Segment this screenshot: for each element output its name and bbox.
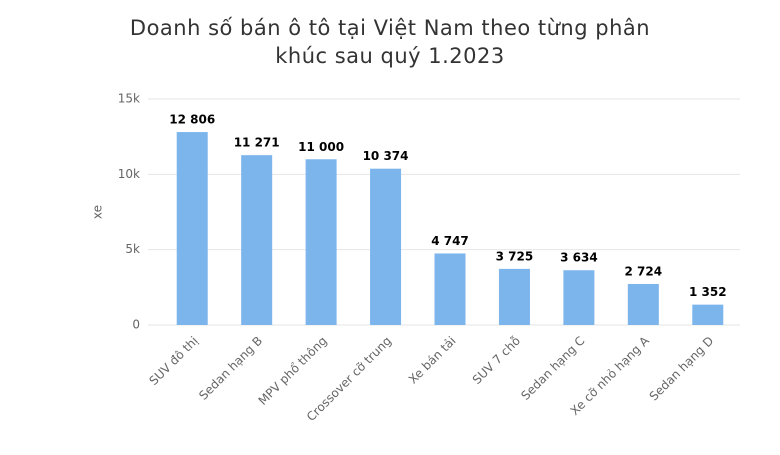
- x-tick-label: MPV phổ thông: [256, 334, 330, 408]
- value-label: 2 724: [625, 264, 663, 278]
- y-tick-label: 5k: [125, 242, 140, 256]
- x-tick-label: Xe bán tải: [406, 334, 459, 387]
- value-label: 12 806: [169, 113, 215, 127]
- y-tick-label: 15k: [118, 92, 140, 106]
- chart-title: Doanh số bán ô tô tại Việt Nam theo từng…: [129, 16, 651, 68]
- value-label: 4 747: [431, 234, 469, 248]
- bar: [563, 270, 595, 325]
- value-label: 3 634: [560, 251, 598, 265]
- x-tick-label: SUV 7 chỗ: [470, 334, 523, 387]
- value-label: 11 000: [298, 140, 344, 154]
- x-tick-label: Sedan hạng D: [647, 334, 717, 404]
- y-tick-label: 10k: [118, 167, 140, 181]
- bar: [305, 159, 337, 325]
- bar: [498, 268, 530, 325]
- x-tick-label: Sedan hạng B: [196, 334, 265, 403]
- value-label: 11 271: [234, 136, 280, 150]
- value-label: 10 374: [363, 149, 409, 163]
- bar: [692, 304, 724, 325]
- value-label: 3 725: [496, 249, 534, 263]
- bar: [241, 155, 273, 325]
- bar: [176, 132, 208, 325]
- value-label: 1 352: [689, 285, 727, 299]
- y-axis-label: xe: [91, 205, 105, 219]
- y-tick-label: 0: [132, 318, 140, 332]
- x-tick-label: Sedan hạng C: [518, 334, 587, 403]
- bar: [434, 253, 466, 325]
- bar: [370, 168, 402, 325]
- x-tick-label: SUV đô thị: [146, 334, 200, 388]
- bar: [627, 283, 659, 325]
